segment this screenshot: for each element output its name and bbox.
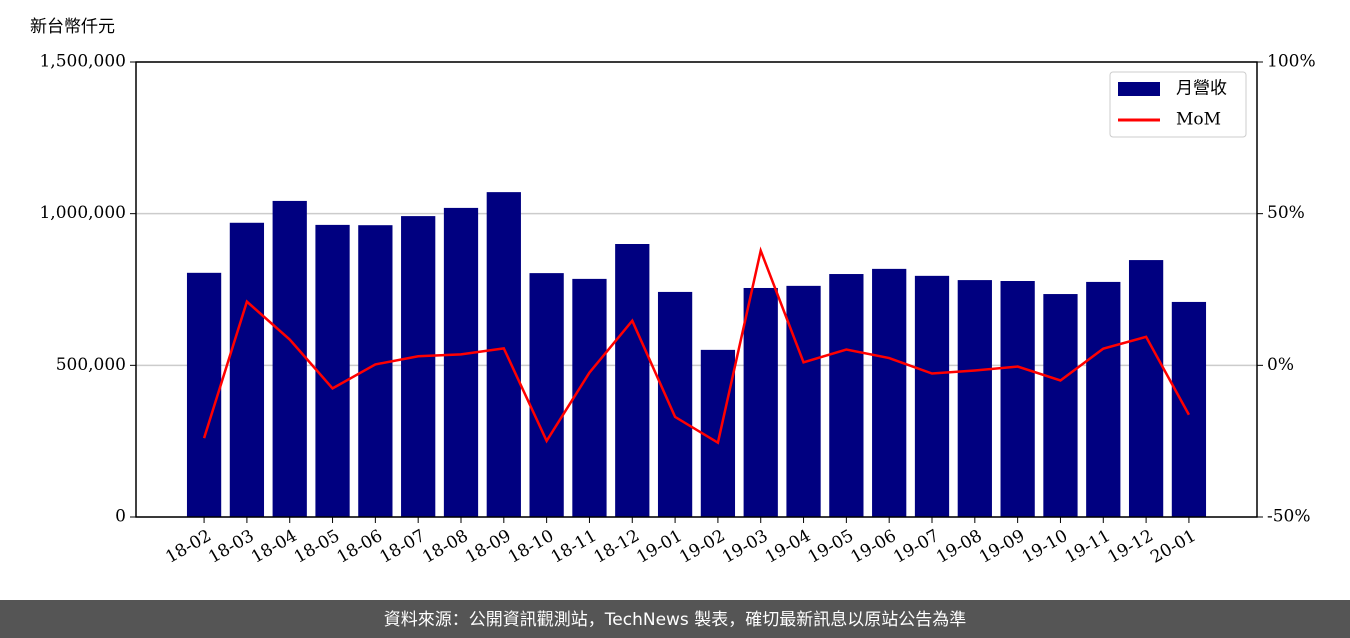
bar: [700, 349, 736, 517]
y2-tick-label: 0%: [1267, 355, 1294, 375]
y2-tick-label: -50%: [1267, 507, 1311, 527]
bar: [657, 291, 693, 517]
bar: [914, 275, 950, 517]
legend-label: MoM: [1176, 110, 1221, 130]
bar: [572, 278, 607, 517]
bar: [1043, 294, 1078, 517]
bar: [957, 280, 992, 517]
bar: [829, 274, 864, 517]
y-axis-label: 新台幣仟元: [30, 17, 115, 37]
bar: [743, 287, 778, 517]
bar: [401, 216, 436, 518]
y2-tick-label: 50%: [1267, 203, 1305, 223]
y-tick-label: 0: [115, 507, 126, 527]
bar: [786, 285, 821, 517]
bar: [486, 192, 521, 517]
bar: [229, 222, 265, 517]
bar: [529, 273, 564, 517]
bar: [272, 200, 307, 517]
legend-swatch: [1118, 82, 1160, 96]
y-tick-label: 1,500,000: [39, 52, 126, 72]
bar: [186, 272, 222, 517]
y2-tick-label: 100%: [1267, 52, 1316, 72]
bar: [443, 207, 479, 518]
footer-bar: [0, 600, 1350, 638]
footer-text: 資料來源：公開資訊觀測站，TechNews 製表，確切最新訊息以原站公告為準: [384, 610, 966, 630]
legend-label: 月營收: [1176, 79, 1227, 99]
bar: [1000, 281, 1035, 517]
plot-frame: [135, 61, 1258, 518]
bar: [615, 244, 650, 517]
bar: [1086, 281, 1121, 517]
y-tick-label: 500,000: [56, 355, 126, 375]
bar: [315, 224, 350, 517]
line: [202, 246, 1191, 445]
y-tick-label: 1,000,000: [39, 203, 126, 223]
bar: [1171, 301, 1207, 517]
bar: [1128, 260, 1164, 517]
bar: [872, 268, 907, 517]
